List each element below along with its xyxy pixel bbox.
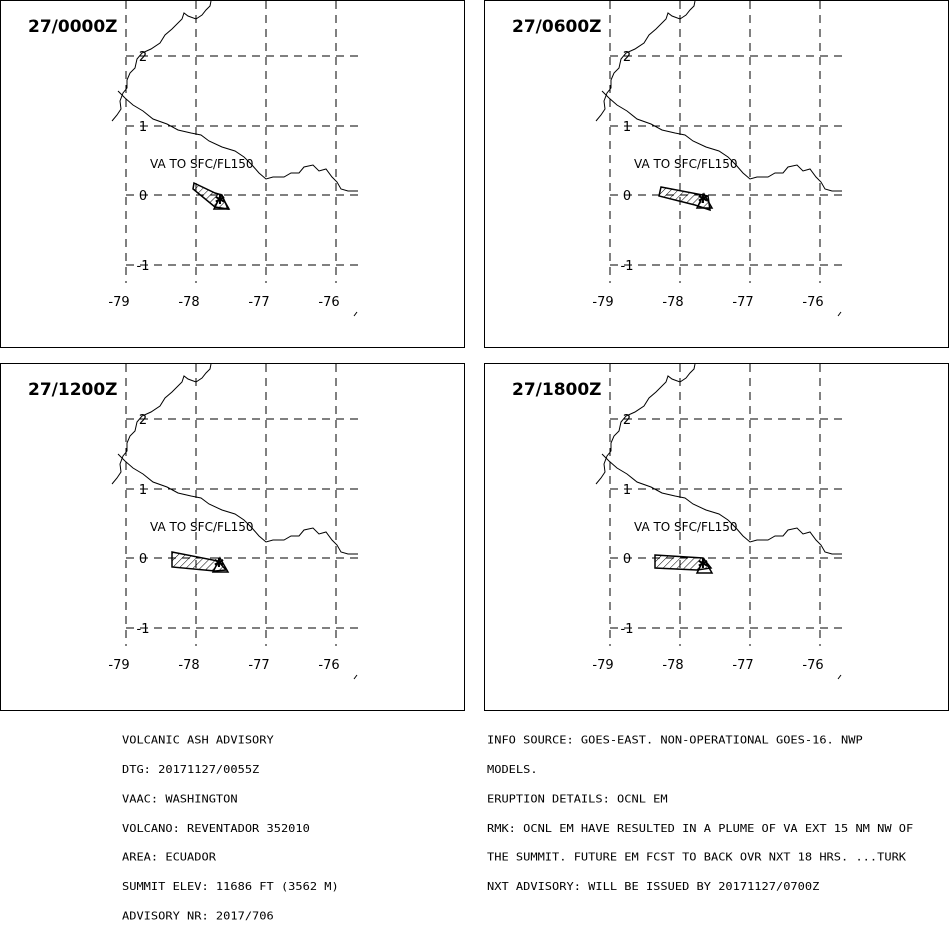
map-mark	[353, 674, 358, 680]
longitude-tick-label: -76	[802, 658, 823, 673]
panel-time-label: 27/1800Z	[512, 380, 602, 400]
va-height-annotation: VA TO SFC/FL150	[150, 520, 254, 534]
advisory-line: SUMMIT ELEV: 11686 FT (3562 M)	[122, 879, 339, 893]
coastline	[111, 364, 358, 555]
longitude-tick-label: -78	[662, 295, 683, 310]
longitude-tick-label: -76	[318, 658, 339, 673]
map-mark	[837, 311, 842, 317]
panel-time-label: 27/0600Z	[512, 17, 602, 37]
longitude-tick-label: -79	[108, 295, 129, 310]
latitude-tick-label: 2	[623, 50, 631, 65]
latitude-tick-label: 1	[139, 120, 147, 135]
latitude-tick-label: 0	[139, 552, 147, 567]
advisory-line: NXT ADVISORY: WILL BE ISSUED BY 20171127…	[487, 879, 820, 893]
latitude-tick-label: 2	[139, 413, 147, 428]
longitude-tick-label: -78	[178, 295, 199, 310]
latitude-tick-label: 0	[623, 552, 631, 567]
latitude-tick-label: 1	[623, 483, 631, 498]
volcano-star-icon: ✱	[215, 193, 226, 208]
advisory-line: ERUPTION DETAILS: OCNL EM	[487, 792, 668, 806]
ash-plume-area	[171, 551, 228, 572]
map-panel-1: -79 -78 -77 -76 2 1 0 -1 VA TO SFC/FL150 ✱	[108, 1, 358, 317]
volcano-star-icon: ✱	[698, 557, 709, 572]
advisory-details-text: INFO SOURCE: GOES-EAST. NON-OPERATIONAL …	[487, 716, 913, 901]
latitude-tick-label: 1	[623, 120, 631, 135]
forecast-panel-1: -79 -78 -77 -76 2 1 0 -1 VA TO SFC/FL150 ✱ 27/000…	[0, 0, 465, 348]
longitude-tick-label: -79	[592, 658, 613, 673]
volcano-triangle-icon	[695, 192, 714, 209]
latitude-tick-label: -1	[137, 622, 150, 637]
advisory-line: RMK: OCNL EM HAVE RESULTED IN A PLUME OF…	[487, 821, 914, 835]
advisory-header-text: VOLCANIC ASH ADVISORY DTG: 20171127/0055…	[122, 716, 339, 930]
volcano-triangle-icon	[211, 556, 230, 573]
advisory-line: DTG: 20171127/0055Z	[122, 762, 260, 776]
va-height-annotation: VA TO SFC/FL150	[634, 157, 738, 171]
latitude-tick-label: 1	[139, 483, 147, 498]
coastline	[595, 364, 842, 555]
longitude-tick-label: -77	[732, 295, 753, 310]
longitude-tick-label: -77	[732, 658, 753, 673]
longitude-tick-label: -77	[248, 295, 269, 310]
advisory-line: VAAC: WASHINGTON	[122, 792, 238, 806]
coastline	[111, 1, 358, 192]
latitude-tick-label: -1	[137, 259, 150, 274]
latitude-tick-label: -1	[621, 622, 634, 637]
va-height-annotation: VA TO SFC/FL150	[634, 520, 738, 534]
forecast-panel-3: -79 -78 -77 -76 2 1 0 -1 VA TO SFC/FL150 ✱ 27/120…	[0, 363, 465, 711]
advisory-line: VOLCANO: REVENTADOR 352010	[122, 821, 310, 835]
advisory-line: THE SUMMIT. FUTURE EM FCST TO BACK OVR N…	[487, 850, 907, 864]
longitude-tick-label: -76	[802, 295, 823, 310]
latitude-tick-label: -1	[621, 259, 634, 274]
latitude-tick-label: 2	[623, 413, 631, 428]
latitude-tick-label: 2	[139, 50, 147, 65]
latitude-tick-label: 0	[623, 189, 631, 204]
longitude-tick-label: -76	[318, 295, 339, 310]
volcano-triangle-icon	[212, 193, 231, 210]
map-mark	[353, 311, 358, 317]
forecast-panel-4: -79 -78 -77 -76 2 1 0 -1 VA TO SFC/FL150 ✱ 27/180…	[484, 363, 949, 711]
ash-plume-area	[654, 554, 713, 571]
longitude-tick-label: -79	[108, 658, 129, 673]
map-panel-2: -79 -78 -77 -76 2 1 0 -1 VA TO SFC/FL150 ✱	[592, 1, 842, 317]
longitude-tick-label: -78	[662, 658, 683, 673]
panel-time-label: 27/1200Z	[28, 380, 118, 400]
latitude-tick-label: 0	[139, 189, 147, 204]
volcano-star-icon: ✱	[698, 192, 709, 207]
advisory-line: AREA: ECUADOR	[122, 850, 216, 864]
volcano-triangle-icon	[695, 557, 714, 574]
volcano-star-icon: ✱	[214, 556, 225, 571]
longitude-tick-label: -77	[248, 658, 269, 673]
forecast-panel-2: -79 -78 -77 -76 2 1 0 -1 VA TO SFC/FL150 ✱ 27/060…	[484, 0, 949, 348]
panel-time-label: 27/0000Z	[28, 17, 118, 37]
longitude-tick-label: -78	[178, 658, 199, 673]
map-panel-3: -79 -78 -77 -76 2 1 0 -1 VA TO SFC/FL150 ✱	[108, 364, 358, 680]
advisory-line: INFO SOURCE: GOES-EAST. NON-OPERATIONAL …	[487, 733, 863, 747]
map-panel-4: -79 -78 -77 -76 2 1 0 -1 VA TO SFC/FL150 ✱	[592, 364, 842, 680]
advisory-line: VOLCANIC ASH ADVISORY	[122, 733, 274, 747]
map-mark	[837, 674, 842, 680]
va-height-annotation: VA TO SFC/FL150	[150, 157, 254, 171]
advisory-line: ADVISORY NR: 2017/706	[122, 909, 274, 922]
advisory-line: MODELS.	[487, 762, 538, 776]
coastline	[595, 1, 842, 192]
longitude-tick-label: -79	[592, 295, 613, 310]
